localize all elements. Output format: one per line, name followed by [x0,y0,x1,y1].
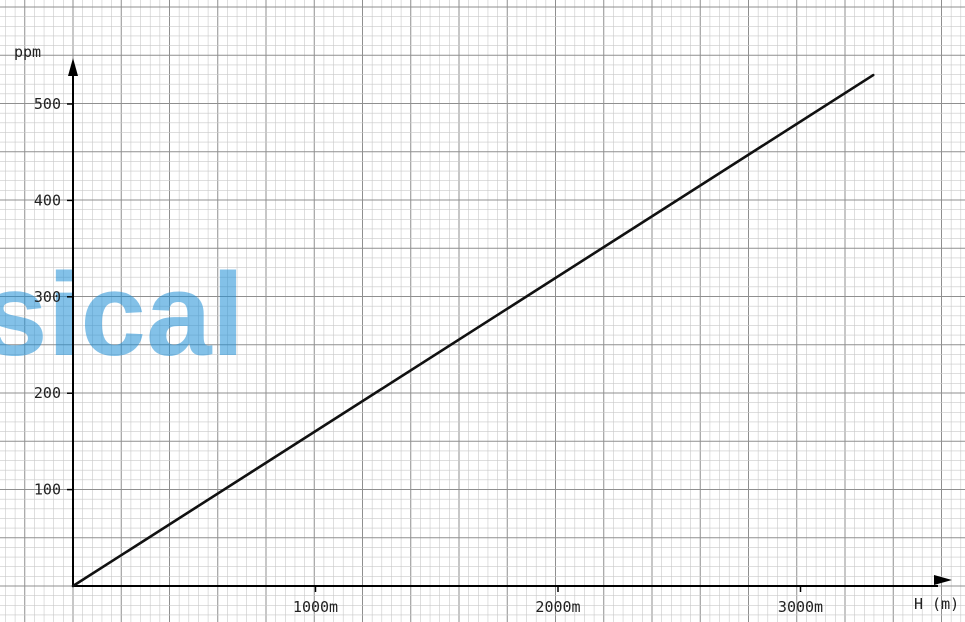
y-tick-label: 200 [34,384,61,402]
watermark-text: sical [0,249,244,381]
ticks: 100 200 300 400 500 1000m 2000m 3000m [34,95,823,616]
x-tick-label: 1000m [293,598,338,616]
y-axis-label: ppm [14,43,41,61]
series-line [71,73,875,588]
x-tick-label: 2000m [535,598,580,616]
y-tick-label: 500 [34,95,61,113]
series-layer [71,73,875,588]
axes [68,58,952,587]
x-tick-label: 3000m [778,598,823,616]
x-axis-label: H (m) [914,595,959,613]
y-tick-label: 300 [34,288,61,306]
y-tick-label: 400 [34,191,61,209]
y-tick-label: 100 [34,481,61,499]
y-axis-arrow [68,58,78,76]
x-axis-arrow [934,575,952,585]
